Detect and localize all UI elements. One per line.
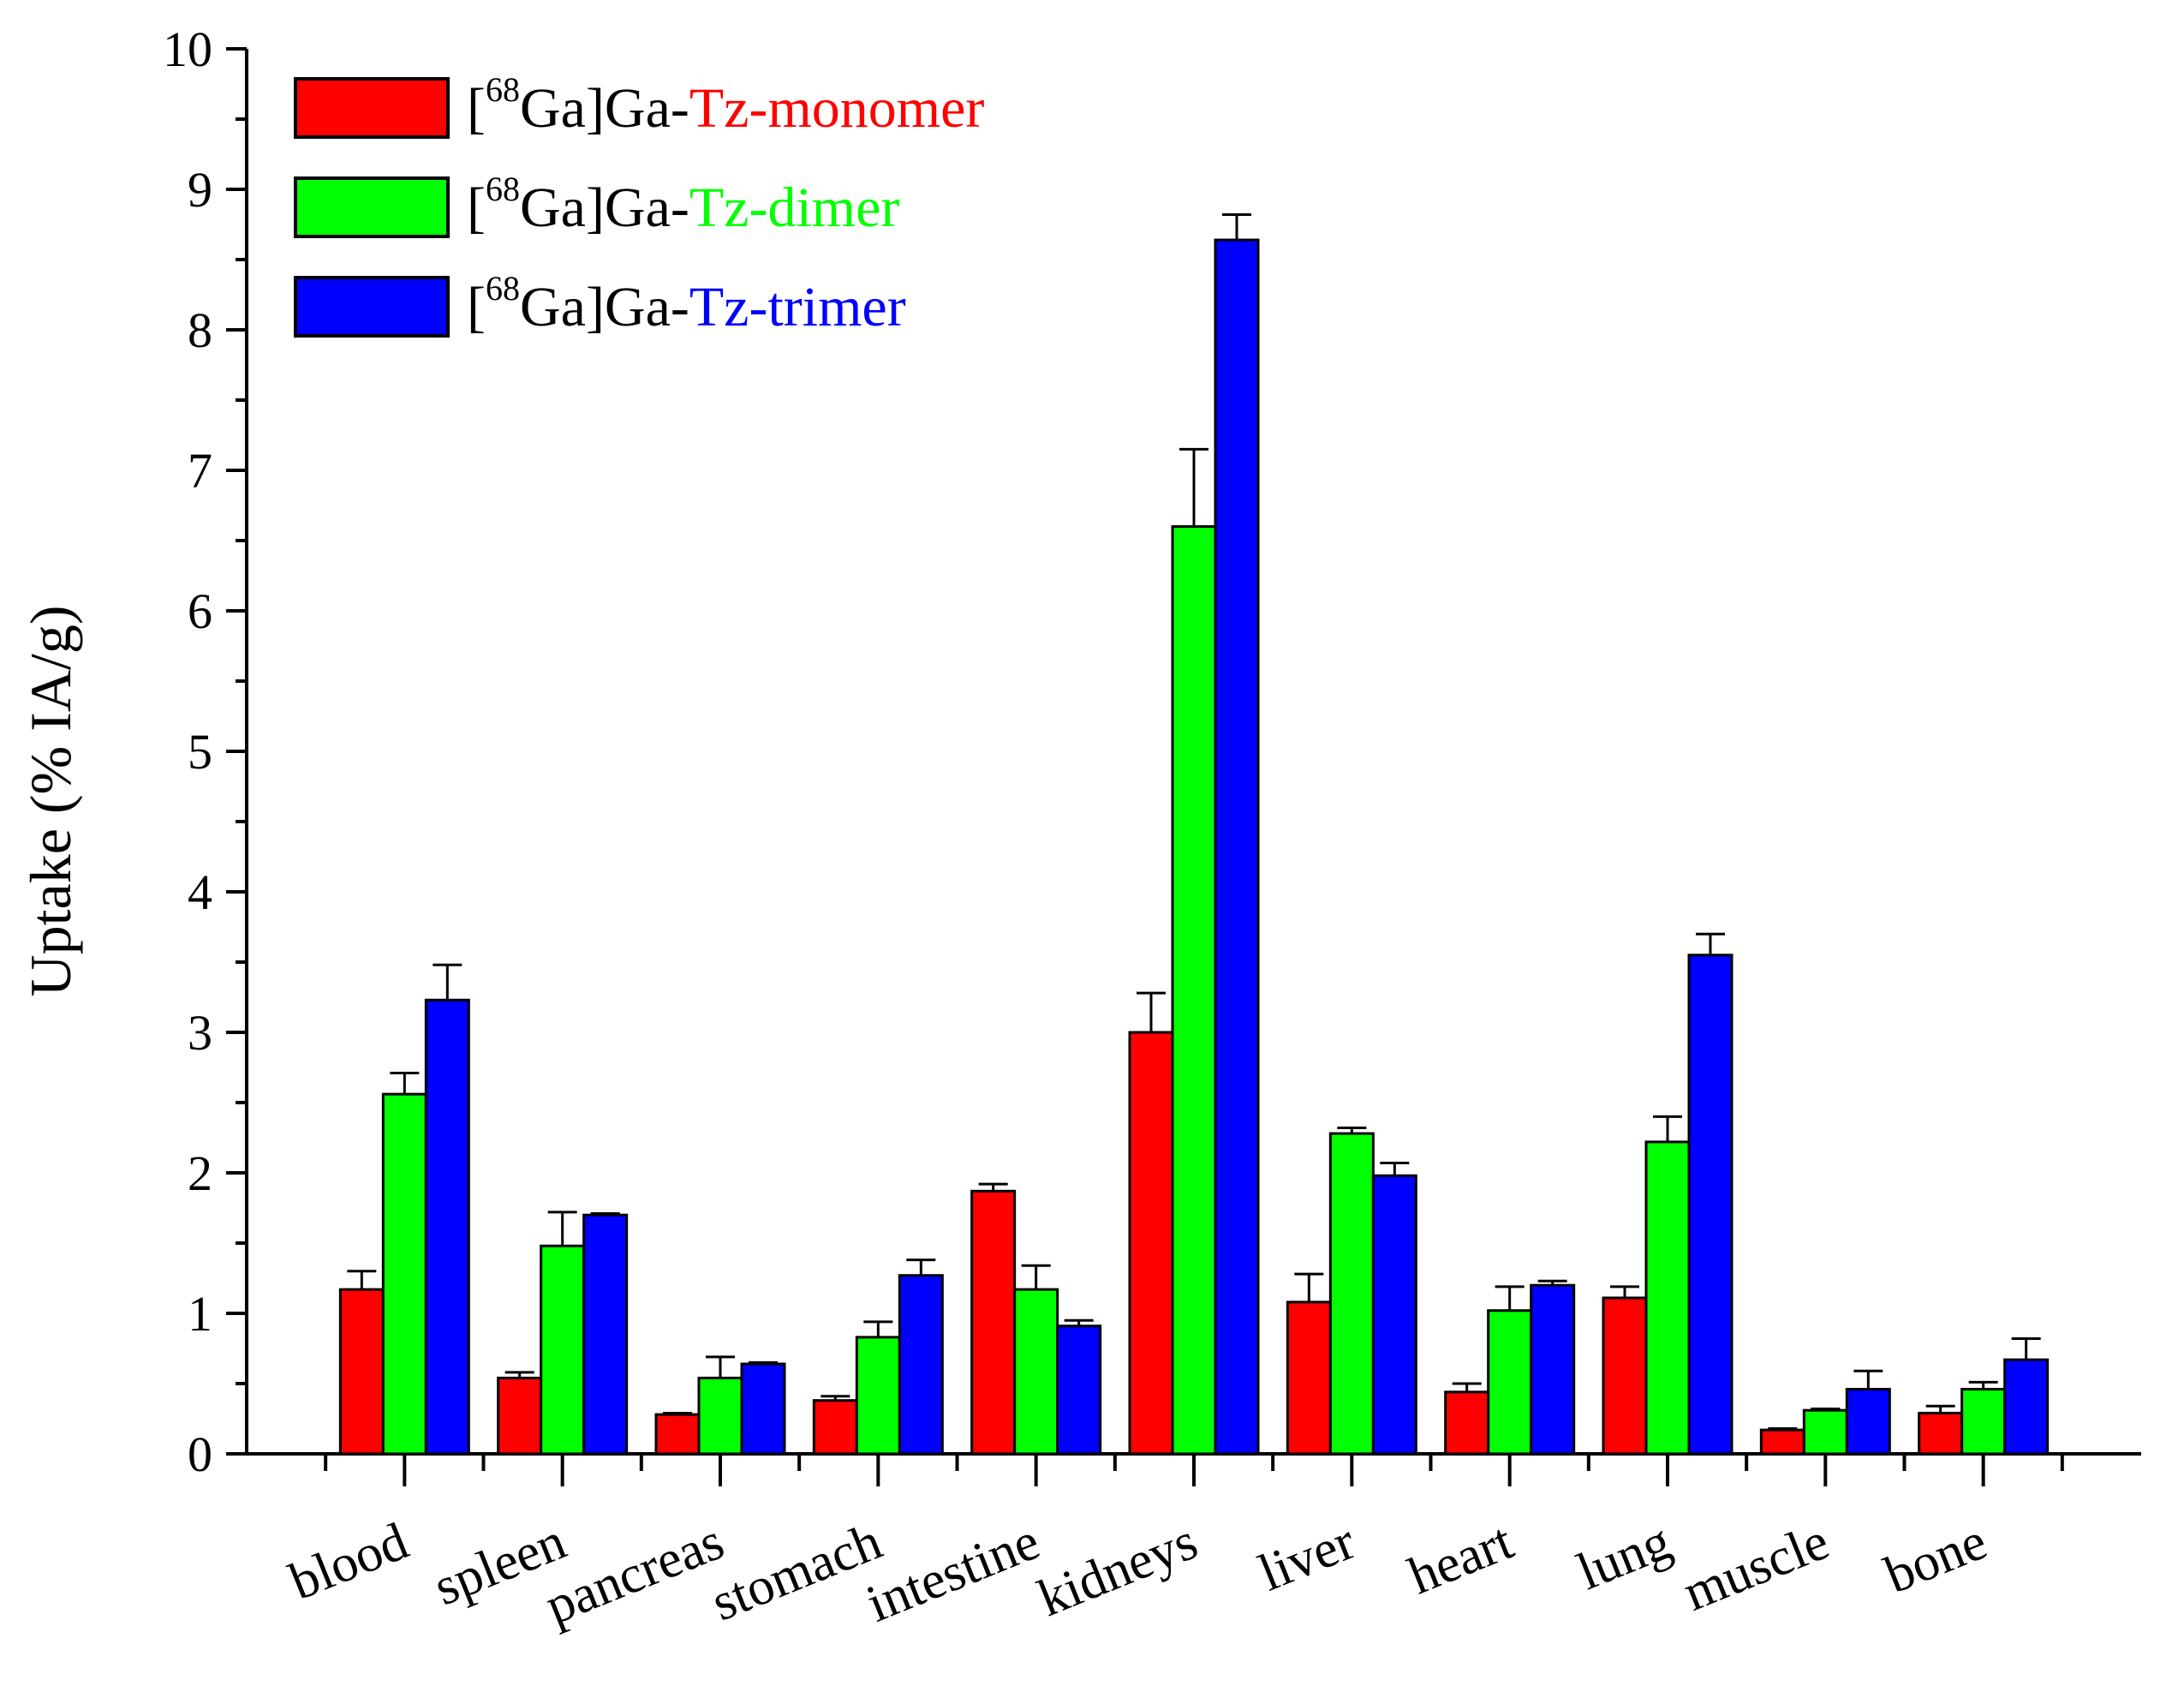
- bar: [1371, 1174, 1417, 1456]
- bar: [540, 1244, 586, 1456]
- y-tick-label: 1: [188, 1286, 212, 1342]
- bar: [1644, 1140, 1691, 1456]
- bar: [1602, 1296, 1648, 1456]
- bar: [1687, 954, 1733, 1456]
- bar: [338, 1288, 385, 1456]
- legend-label-superscript: 68: [486, 269, 520, 308]
- x-tick-label: blood: [282, 1512, 415, 1611]
- x-tick-label: liver: [1251, 1512, 1364, 1603]
- bar: [740, 1362, 786, 1456]
- bar: [1487, 1309, 1533, 1456]
- bar: [1918, 1411, 1964, 1456]
- x-tick-label: intestine: [859, 1512, 1047, 1634]
- legend-label: [68Ga]Ga-Tz-trimer: [467, 269, 906, 338]
- legend-label-compound: Tz-dimer: [689, 176, 900, 239]
- bar: [1960, 1388, 2007, 1456]
- bar: [812, 1399, 858, 1456]
- bar: [855, 1336, 901, 1456]
- x-tick-label: heart: [1401, 1512, 1521, 1605]
- bar: [1802, 1408, 1848, 1456]
- y-tick-label: 2: [188, 1145, 212, 1201]
- bar: [1214, 238, 1260, 1456]
- x-tick-label: kidneys: [1030, 1512, 1205, 1628]
- bar: [1328, 1132, 1375, 1456]
- y-tick-label: 6: [188, 583, 212, 639]
- legend-label-prefix: [: [467, 276, 486, 338]
- y-tick-label: 9: [188, 162, 212, 218]
- bar: [1530, 1283, 1576, 1456]
- y-tick-label: 4: [188, 864, 212, 920]
- bar: [424, 998, 470, 1456]
- bar: [1128, 1031, 1174, 1456]
- bar: [654, 1413, 701, 1456]
- y-tick-label: 10: [163, 21, 212, 77]
- legend-label-mid: Ga]Ga-: [520, 176, 689, 239]
- x-tick-label: lung: [1570, 1512, 1680, 1601]
- bar: [1845, 1388, 1891, 1456]
- legend-label: [68Ga]Ga-Tz-monomer: [467, 70, 984, 140]
- legend-label-prefix: [: [467, 77, 486, 140]
- bar: [1171, 525, 1217, 1456]
- x-tick-label: stomach: [704, 1512, 890, 1632]
- legend-label-compound: Tz-trimer: [689, 276, 906, 338]
- bar: [970, 1189, 1017, 1456]
- legend-swatch: [294, 276, 450, 338]
- bar: [1759, 1428, 1805, 1456]
- bar: [1056, 1324, 1102, 1456]
- bar: [1013, 1288, 1059, 1456]
- legend-label: [68Ga]Ga-Tz-dimer: [467, 170, 899, 239]
- legend-label-compound: Tz-monomer: [689, 77, 985, 140]
- y-tick-label: 8: [188, 302, 212, 358]
- bar: [381, 1092, 427, 1456]
- bar: [1444, 1390, 1490, 1456]
- legend: [68Ga]Ga-Tz-monomer[68Ga]Ga-Tz-dimer[68G…: [294, 70, 984, 338]
- y-tick-label: 3: [188, 1005, 212, 1061]
- legend-swatch: [294, 77, 450, 139]
- x-tick-label: muscle: [1675, 1512, 1836, 1623]
- legend-label-superscript: 68: [486, 70, 520, 109]
- legend-swatch: [294, 176, 450, 238]
- y-tick-label: 5: [188, 724, 212, 780]
- y-axis-label: Uptake (% IA/g): [18, 606, 83, 997]
- bar: [582, 1213, 629, 1456]
- bar: [898, 1274, 944, 1456]
- bar: [2003, 1358, 2050, 1456]
- y-tick-label: 7: [188, 443, 212, 499]
- legend-label-prefix: [: [467, 176, 486, 239]
- legend-label-mid: Ga]Ga-: [520, 276, 689, 338]
- x-tick-label: bone: [1877, 1512, 1995, 1605]
- bar: [1286, 1300, 1332, 1456]
- y-tick-label: 0: [188, 1426, 212, 1482]
- bar: [697, 1376, 743, 1456]
- legend-label-superscript: 68: [486, 170, 520, 208]
- x-tick-label: pancreas: [538, 1512, 732, 1635]
- legend-label-mid: Ga]Ga-: [520, 77, 689, 140]
- bar: [497, 1376, 543, 1456]
